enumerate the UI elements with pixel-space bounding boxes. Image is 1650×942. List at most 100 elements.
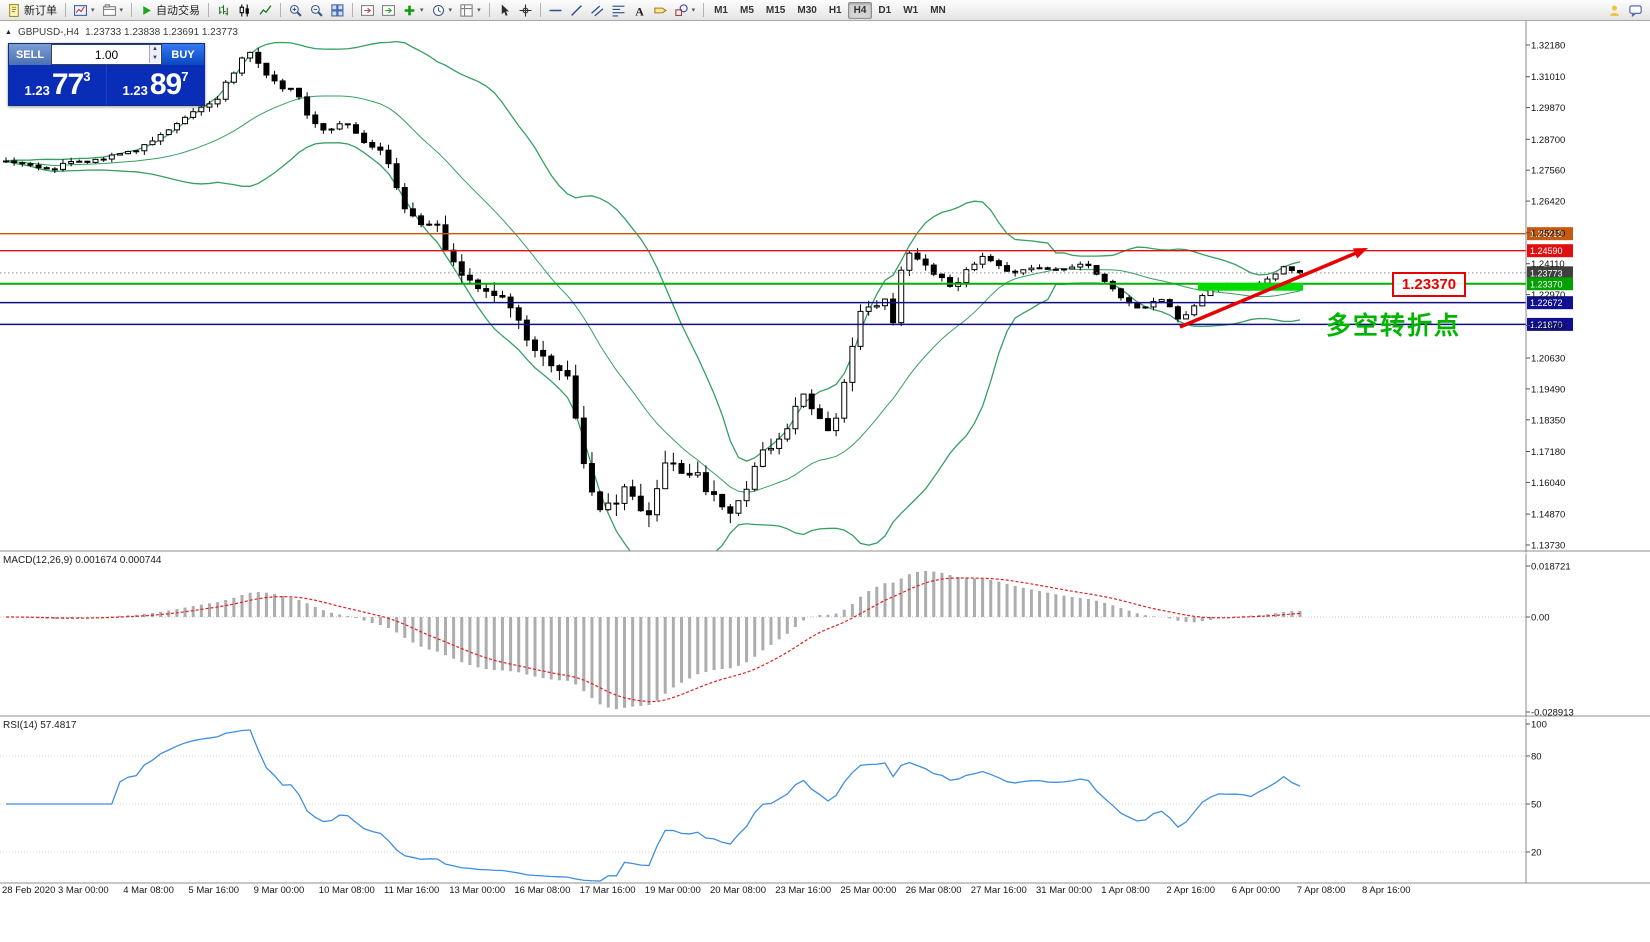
svg-text:6 Apr 00:00: 6 Apr 00:00 — [1232, 885, 1281, 896]
toolbar-separator — [280, 3, 282, 17]
templates-button[interactable]: ▾ — [456, 1, 485, 20]
periods-icon — [432, 4, 444, 16]
svg-text:1.24590: 1.24590 — [1530, 246, 1563, 256]
timeframe-h1[interactable]: H1 — [828, 4, 842, 16]
indicators-button[interactable]: ▾ — [399, 1, 428, 20]
toolbar-separator — [208, 3, 210, 17]
timeframe-m30[interactable]: M30 — [797, 4, 817, 16]
bar-chart-button[interactable] — [213, 1, 234, 20]
buy-price-sup: 7 — [181, 68, 189, 84]
one-click-trading-panel: SELL 1.00 ▲ ▼ BUY 1.23 77 3 1.23 89 7 — [8, 43, 205, 106]
collapse-panel-icon[interactable]: ▲ — [5, 29, 12, 36]
auto-scroll-button[interactable] — [378, 1, 399, 20]
sell-price[interactable]: 1.23 77 3 — [9, 65, 107, 105]
toolbar-separator — [352, 3, 354, 17]
svg-text:1.24110: 1.24110 — [1531, 259, 1565, 270]
auto-scroll-icon — [382, 4, 396, 16]
svg-text:1.29870: 1.29870 — [1531, 103, 1565, 114]
buy-button[interactable]: BUY — [162, 44, 204, 65]
timeframe-mn[interactable]: MN — [930, 4, 946, 16]
svg-text:8 Apr 16:00: 8 Apr 16:00 — [1362, 885, 1411, 896]
community-button[interactable] — [1604, 1, 1625, 20]
trend-arrow-head — [1352, 248, 1368, 259]
timeframe-m5[interactable]: M5 — [740, 4, 754, 16]
chevron-down-icon: ▾ — [91, 7, 95, 14]
shapes-icon — [674, 3, 688, 16]
label-button[interactable] — [650, 1, 671, 20]
indicators-icon — [404, 5, 415, 15]
buy-price-prefix: 1.23 — [122, 82, 148, 98]
shapes-button[interactable]: ▾ — [671, 1, 700, 20]
svg-text:31 Mar 00:00: 31 Mar 00:00 — [1036, 885, 1092, 896]
svg-text:1.22970: 1.22970 — [1531, 290, 1565, 301]
profiles-button[interactable]: ▾ — [99, 1, 128, 20]
chat-button[interactable] — [1625, 1, 1646, 20]
label-icon — [653, 7, 667, 13]
svg-text:1.25218: 1.25218 — [1530, 229, 1563, 239]
svg-text:1.18350: 1.18350 — [1531, 415, 1565, 426]
periods-button[interactable]: ▾ — [428, 1, 457, 20]
svg-text:1.27560: 1.27560 — [1531, 166, 1565, 177]
price-annotation-label[interactable]: 1.23370 — [1392, 272, 1466, 297]
price-tag-1.21870 — [1527, 317, 1573, 331]
trend-arrow[interactable] — [1179, 248, 1364, 329]
rsi-plot — [0, 729, 1526, 882]
timeframe-d1[interactable]: D1 — [878, 4, 892, 16]
timeframe-w1[interactable]: W1 — [903, 4, 919, 16]
chevron-down-icon: ▾ — [477, 7, 481, 14]
autotrade-icon — [143, 5, 151, 15]
channel-button[interactable] — [587, 1, 608, 20]
new-chart-button[interactable]: ▾ — [70, 1, 99, 20]
crosshair-button[interactable] — [515, 1, 536, 20]
price-tag-1.23370 — [1527, 277, 1573, 291]
volume-down-icon[interactable]: ▼ — [149, 54, 160, 63]
svg-text:19 Mar 00:00: 19 Mar 00:00 — [645, 885, 701, 896]
svg-text:1.23370: 1.23370 — [1530, 279, 1563, 289]
new-order-button[interactable]: 新订单 — [4, 1, 61, 20]
chart-shift-button[interactable] — [357, 1, 378, 20]
svg-text:23 Mar 16:00: 23 Mar 16:00 — [775, 885, 831, 896]
volume-stepper[interactable]: 1.00 ▲ ▼ — [51, 44, 162, 65]
line-chart-button[interactable] — [255, 1, 276, 20]
cursor-icon — [501, 4, 509, 16]
volume-up-icon[interactable]: ▲ — [149, 45, 160, 54]
text-icon: A — [635, 4, 644, 17]
macd-indicator-label: MACD(12,26,9) 0.001674 0.000744 — [3, 555, 162, 566]
cursor-button[interactable] — [494, 1, 515, 20]
sell-price-sup: 3 — [83, 68, 91, 84]
buy-price[interactable]: 1.23 89 7 — [107, 65, 204, 105]
profiles-icon — [102, 3, 116, 16]
timeframe-m1[interactable]: M1 — [714, 4, 728, 16]
svg-text:20: 20 — [1531, 848, 1542, 859]
support-zone-bar[interactable] — [1198, 282, 1303, 291]
timeframe-m15[interactable]: M15 — [765, 4, 786, 16]
horizontal-lines: 1.252181.245901.237731.233701.226721.218… — [0, 227, 1573, 331]
candle-chart-button[interactable] — [234, 1, 255, 20]
price-axis: 1.32180 1.31010 1.29870 1.28700 1.27560 1.264… — [1525, 21, 1565, 883]
svg-text:27 Mar 16:00: 27 Mar 16:00 — [971, 885, 1027, 896]
zoom-in-button[interactable] — [285, 1, 306, 20]
timeframe-h4[interactable]: H4 — [847, 1, 873, 19]
chart-ohlc-info: ▲ GBPUSD-,H4 1.23733 1.23838 1.23691 1.2… — [5, 27, 238, 38]
candle-chart-icon — [239, 4, 249, 16]
svg-text:1.19490: 1.19490 — [1531, 384, 1565, 395]
trendline-icon — [570, 4, 582, 16]
toolbar-right-group — [1604, 1, 1646, 20]
svg-text:26 Mar 08:00: 26 Mar 08:00 — [906, 885, 962, 896]
svg-text:1.22672: 1.22672 — [1530, 298, 1563, 308]
chevron-down-icon: ▾ — [420, 7, 424, 14]
autotrade-button[interactable]: 自动交易 — [136, 1, 204, 20]
candles-layer — [3, 48, 1303, 528]
svg-text:A: A — [635, 4, 644, 17]
horizontal-line-button[interactable] — [545, 1, 566, 20]
zoom-out-button[interactable] — [306, 1, 327, 20]
fibonacci-button[interactable] — [608, 1, 629, 20]
new-order-icon — [9, 3, 19, 17]
sell-button[interactable]: SELL — [9, 44, 51, 65]
tile-windows-button[interactable] — [327, 1, 348, 20]
toolbar-separator — [703, 3, 705, 17]
text-button[interactable]: A — [629, 1, 650, 20]
trendline-button[interactable] — [566, 1, 587, 20]
svg-text:0.00: 0.00 — [1531, 613, 1550, 624]
